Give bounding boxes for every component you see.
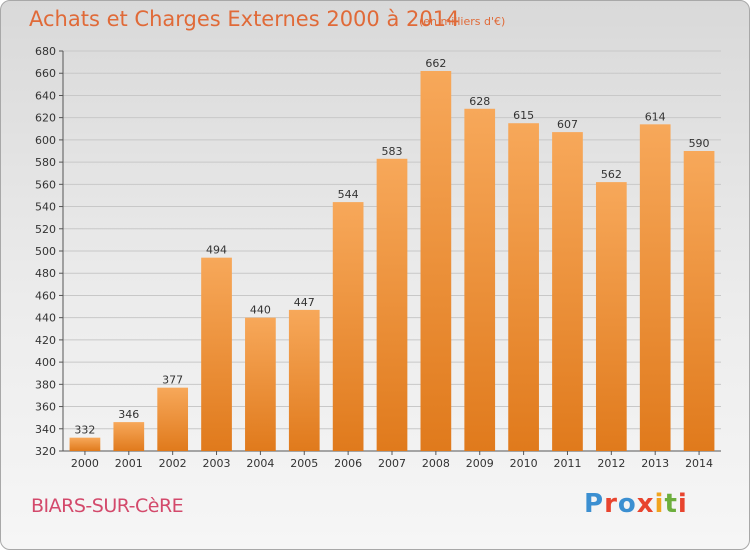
data-label-2009: 628	[469, 95, 490, 108]
data-label-2006: 544	[338, 188, 359, 201]
y-tick-label: 540	[35, 201, 56, 214]
data-label-2012: 562	[601, 168, 622, 181]
y-tick-label: 440	[35, 312, 56, 325]
y-tick-label: 560	[35, 178, 56, 191]
x-tick-label: 2007	[378, 457, 406, 470]
bar-2003	[201, 257, 232, 451]
x-tick-label: 2011	[553, 457, 581, 470]
x-tick-label: 2012	[597, 457, 625, 470]
data-label-2000: 332	[74, 424, 95, 437]
data-label-2005: 447	[294, 296, 315, 309]
y-tick-label: 680	[35, 45, 56, 58]
x-tick-label: 2006	[334, 457, 362, 470]
place-name: BIARS-SUR-CèRE	[31, 495, 184, 517]
x-tick-label: 2002	[159, 457, 187, 470]
bar-2002	[157, 387, 189, 451]
logo-letter: x	[636, 489, 655, 519]
y-tick-label: 580	[35, 156, 56, 169]
bars: 332 346 377 494 440 447 544 583 662 628 615 607 562 6…	[69, 57, 715, 452]
data-label-2002: 377	[162, 374, 183, 387]
logo-letter: i	[654, 489, 665, 519]
bar-2006	[332, 202, 364, 451]
bar-2009	[464, 108, 496, 452]
data-label-2013: 614	[645, 110, 666, 123]
bar-2007	[376, 158, 408, 451]
y-tick-label: 360	[35, 401, 56, 414]
bar-2013	[639, 124, 671, 451]
y-tick-label: 500	[35, 245, 56, 258]
bar-2000	[69, 437, 101, 451]
y-tick-label: 600	[35, 134, 56, 147]
logo-letter: i	[677, 489, 688, 519]
proxiti-logo: Proxiti	[584, 489, 688, 519]
x-tick-labels: 2000 2001 2002 2003 2004 2005 2006 2007 2008 2009…	[71, 457, 713, 470]
y-tick-label: 480	[35, 267, 56, 280]
x-tick-label: 2009	[466, 457, 494, 470]
y-tick-label: 340	[35, 423, 56, 436]
y-tick-labels: 320 340 360 380 400 420 440 460 480 500 520 540 560 5…	[35, 45, 56, 458]
x-tick-label: 2000	[71, 457, 99, 470]
logo-letter: P	[584, 489, 605, 519]
x-tick-label: 2005	[290, 457, 318, 470]
bar-2008	[420, 71, 452, 451]
y-tick-label: 620	[35, 112, 56, 125]
bar-2011	[552, 132, 583, 451]
logo-letter: t	[664, 489, 678, 519]
logo-letter: o	[617, 489, 637, 519]
bar-2010	[508, 123, 539, 451]
data-label-2007: 583	[382, 145, 403, 158]
bar-2005	[288, 309, 320, 451]
y-tick-label: 520	[35, 223, 56, 236]
y-tick-label: 320	[35, 445, 56, 458]
data-label-2008: 662	[425, 57, 446, 70]
y-tick-label: 400	[35, 356, 56, 369]
x-tick-label: 2014	[685, 457, 713, 470]
y-tick-label: 420	[35, 334, 56, 347]
x-tick-label: 2001	[115, 457, 143, 470]
data-label-2001: 346	[118, 408, 139, 421]
y-tick-label: 660	[35, 67, 56, 80]
x-tick-label: 2013	[641, 457, 669, 470]
data-label-2010: 615	[513, 109, 534, 122]
x-tick-label: 2003	[203, 457, 231, 470]
logo-letter: r	[604, 489, 618, 519]
y-tick-label: 640	[35, 89, 56, 102]
bar-2014	[683, 151, 715, 451]
data-label-2004: 440	[250, 304, 271, 317]
data-label-2014: 590	[689, 137, 710, 150]
y-tick-label: 380	[35, 378, 56, 391]
data-label-2003: 494	[206, 244, 227, 257]
x-tick-label: 2010	[510, 457, 538, 470]
chart-unit-note: (en milliers d'€)	[419, 15, 506, 28]
bar-2012	[595, 182, 627, 451]
bar-2004	[245, 317, 276, 451]
y-tick-label: 460	[35, 289, 56, 302]
bar-2001	[113, 422, 145, 451]
x-tick-label: 2008	[422, 457, 450, 470]
data-label-2011: 607	[557, 118, 578, 131]
chart-title: Achats et Charges Externes 2000 à 2014	[29, 7, 460, 31]
x-tick-label: 2004	[246, 457, 274, 470]
